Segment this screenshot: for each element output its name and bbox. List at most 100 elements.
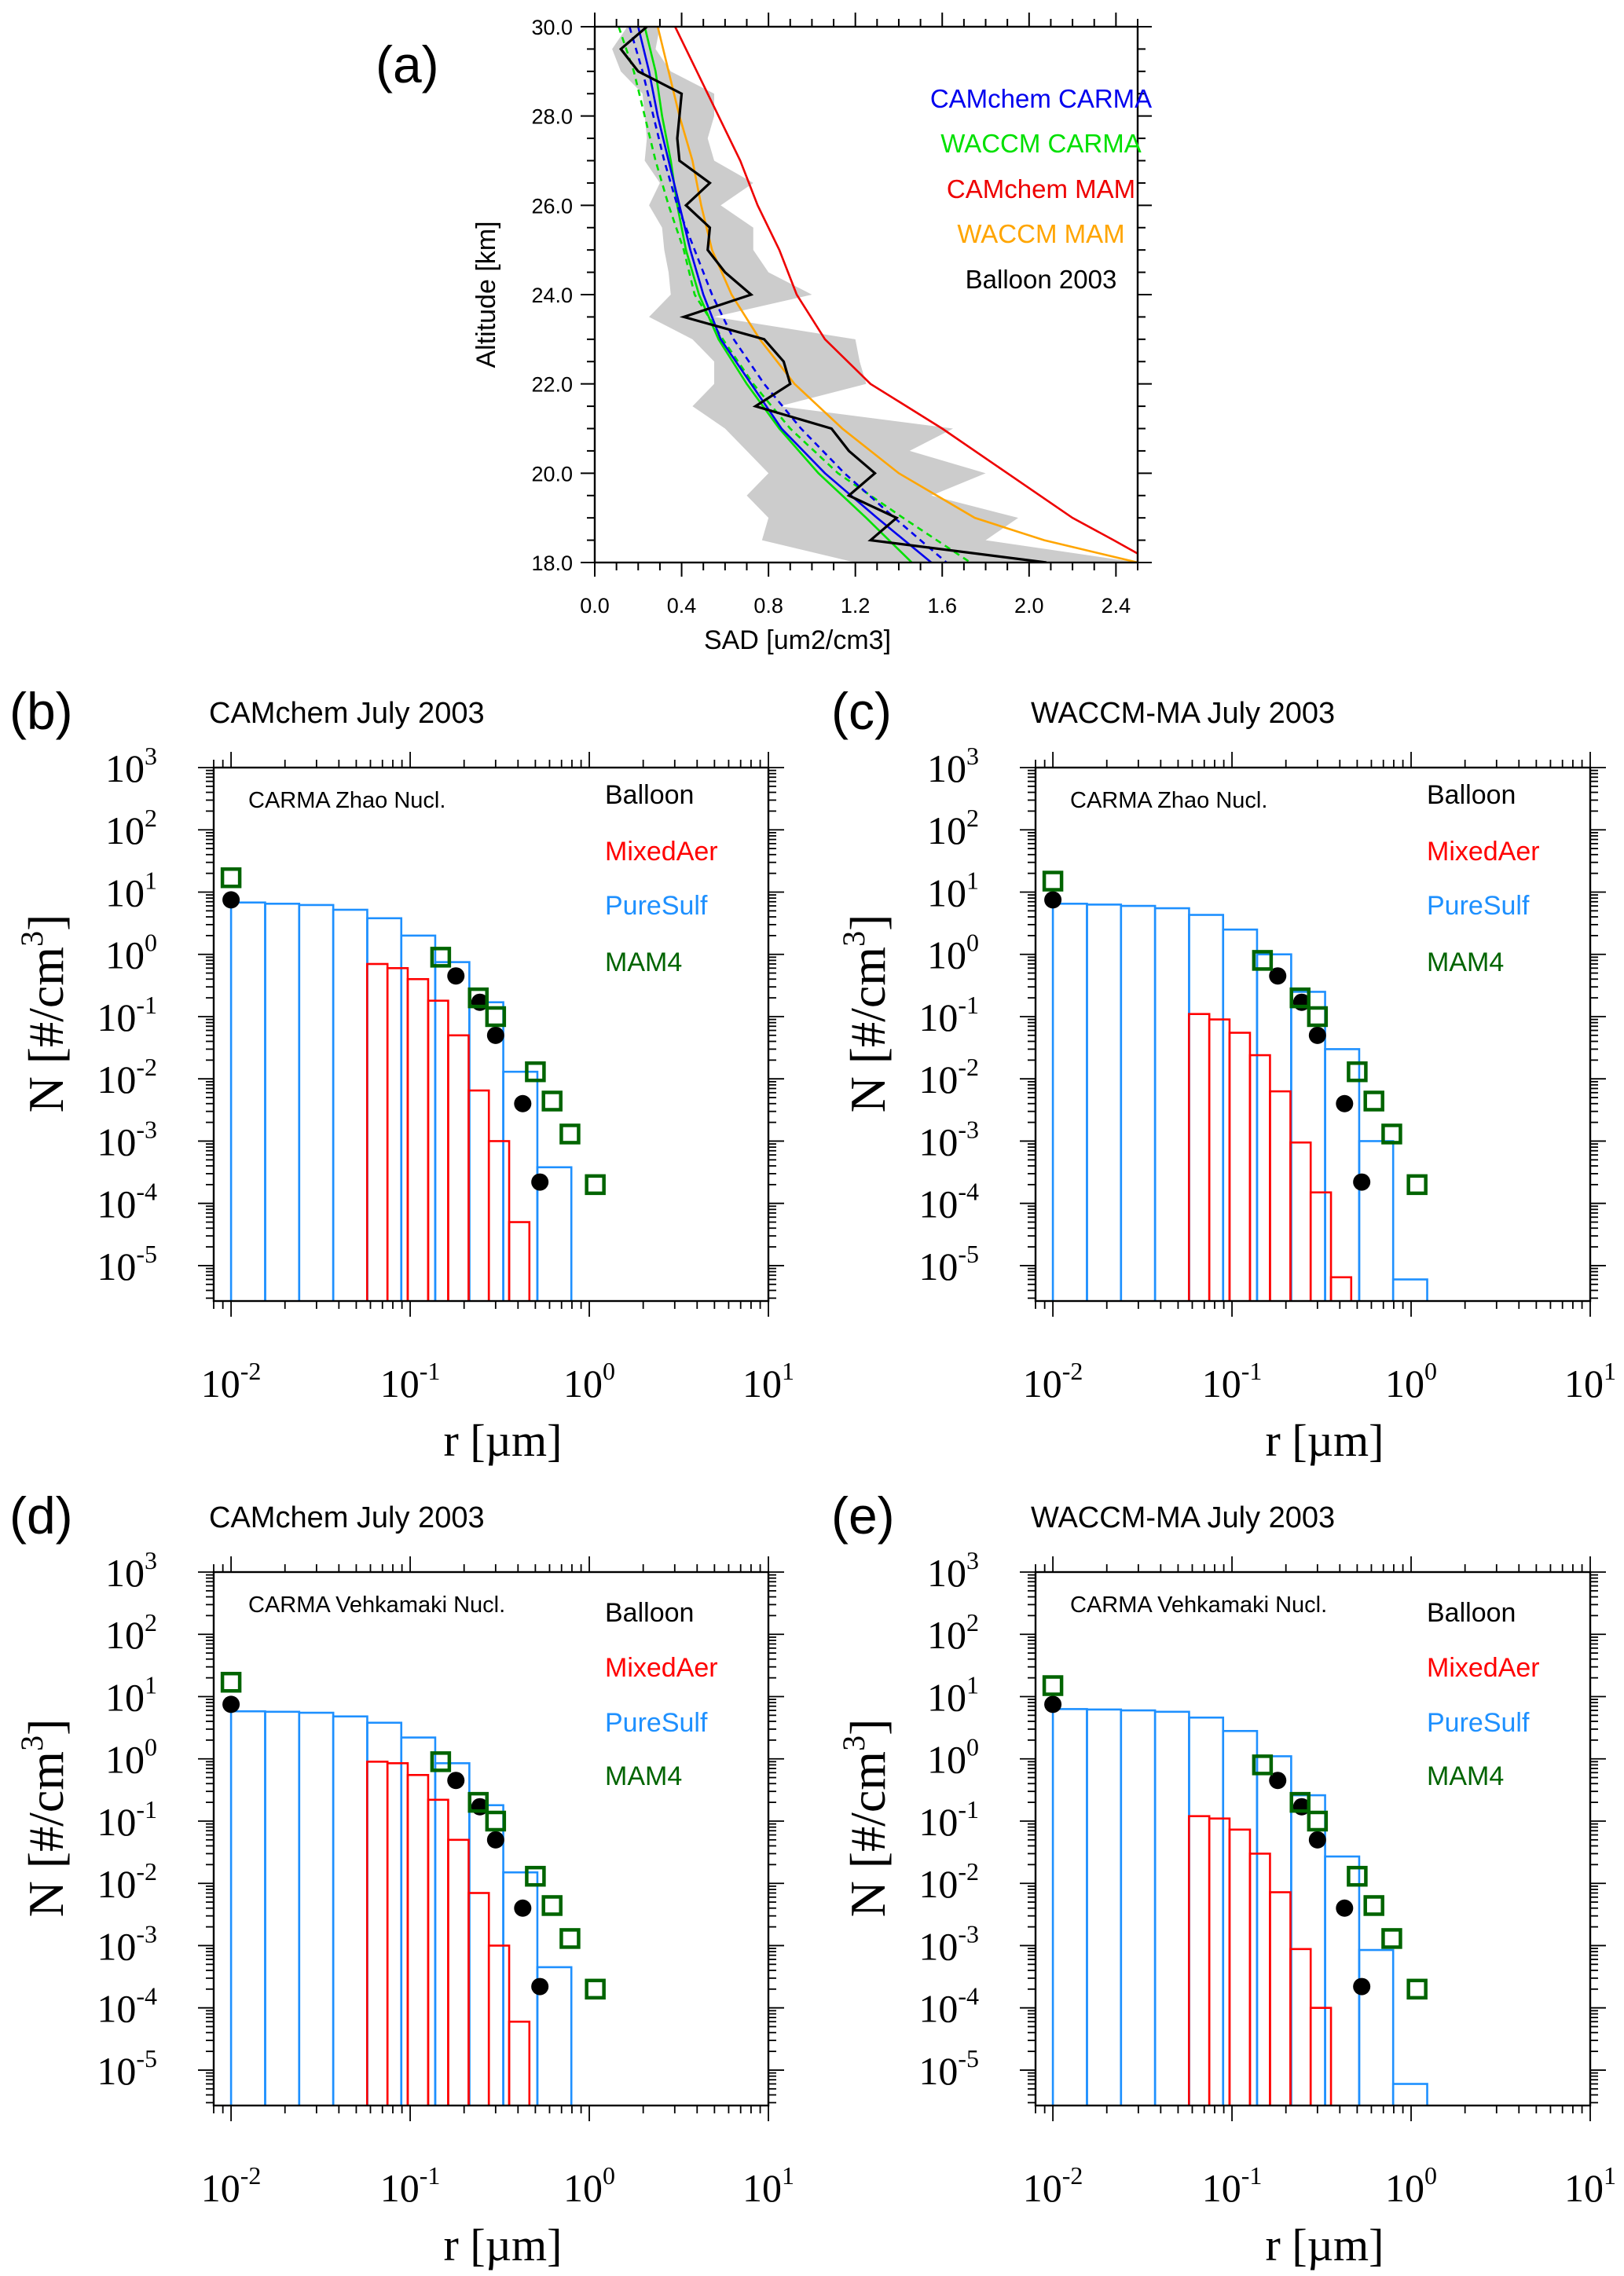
legend-entry: MAM4: [605, 1761, 682, 1791]
panel-label: (c): [831, 682, 892, 740]
mixedaer-bar: [487, 1140, 511, 1301]
y-tick-label: 10-1: [918, 991, 979, 1039]
mam4-point: [485, 1810, 507, 1832]
mixedaer-bar: [1289, 1141, 1312, 1301]
panel-title: CAMchem July 2003: [209, 1501, 485, 1534]
mam4-point: [525, 1061, 546, 1083]
panel-a-plot-area: 0.0 0.4 0.8 1.2 1.6 2.0 2.4 18.0 20.0 22.0 24.0 26.…: [531, 13, 1152, 618]
balloon-point: [222, 1695, 240, 1713]
balloon-point: [1336, 1899, 1354, 1917]
mixedaer-bar: [487, 1944, 511, 2106]
mam4-point: [1289, 1791, 1311, 1813]
mixedaer-bar: [1248, 1054, 1271, 1301]
x-tick-label: 2.0: [1014, 594, 1044, 618]
mixedaer-bar: [467, 1892, 490, 2106]
mixedaer-bar: [386, 967, 409, 1301]
mixedaer-bar: [1309, 2007, 1333, 2106]
balloon-point: [514, 1094, 532, 1112]
mixedaer-bar: [1248, 1853, 1271, 2106]
y-tick-label: 100: [927, 1733, 979, 1782]
panel-a-xlabel: SAD [um2/cm3]: [704, 625, 891, 655]
x-tick-label: 101: [742, 2161, 794, 2210]
balloon-point: [1308, 1026, 1326, 1044]
panel-title: CAMchem July 2003: [209, 697, 485, 730]
y-tick-label: 24.0: [531, 284, 573, 307]
y-tick-label: 10-1: [97, 991, 157, 1039]
mam4-point: [220, 867, 242, 889]
y-tick-label: 103: [927, 1546, 979, 1595]
panel-label: (b): [9, 682, 73, 740]
x-tick-label: 10-2: [1023, 1357, 1083, 1406]
y-tick-label: 102: [927, 804, 979, 852]
y-tick-label: 100: [105, 929, 157, 977]
series-line-camchem-carma-dashed-: [628, 27, 948, 563]
puresulf-bar: [1086, 1708, 1123, 2106]
y-tick-label: 10-2: [97, 1857, 157, 1906]
puresulf-bar: [264, 903, 301, 1301]
mixedaer-bar: [427, 999, 449, 1301]
mam4-point: [1347, 1061, 1368, 1083]
puresulf-bar: [468, 1804, 504, 2106]
mixedaer-bar: [1228, 1032, 1252, 1301]
y-tick-label: 10-2: [918, 1857, 979, 1906]
y-tick-label: 10-4: [97, 1982, 157, 2031]
mam4-point: [430, 1751, 452, 1772]
x-axis-label: r [µm]: [444, 1415, 563, 1466]
puresulf-bar: [400, 934, 437, 1301]
puresulf-bar: [332, 908, 368, 1301]
y-tick-label: 28.0: [531, 105, 573, 129]
puresulf-bar: [1120, 904, 1157, 1301]
plot-frame: [1034, 1570, 1592, 2107]
legend-entry: Balloon: [1427, 1598, 1516, 1628]
y-axis-label: N [#/cm3]: [836, 914, 896, 1113]
legend-entry: WACCM CARMA: [940, 129, 1141, 158]
y-tick-label: 100: [927, 929, 979, 977]
y-tick-label: 10-4: [97, 1178, 157, 1226]
y-tick-label: 103: [105, 742, 157, 790]
mixedaer-bar: [406, 977, 430, 1301]
mixedaer-bar: [427, 1798, 449, 2106]
mam4-point: [585, 1978, 606, 2000]
puresulf-bar: [434, 961, 471, 1301]
y-tick-label: 101: [105, 866, 157, 914]
mixedaer-bar: [508, 2020, 531, 2106]
balloon-point: [222, 891, 240, 909]
puresulf-bar: [298, 903, 335, 1301]
mam4-point: [485, 1006, 507, 1028]
mam4-point: [1406, 1174, 1428, 1196]
panel-b-size-distribution: (b) CAMchem July 2003 10-2 10-1 100 101 10-5 10…: [9, 682, 794, 1466]
y-tick-label: 10-5: [97, 1240, 157, 1288]
x-tick-label: 2.4: [1102, 594, 1131, 618]
legend-entry: PureSulf: [1427, 1708, 1530, 1738]
puresulf-bar: [1256, 953, 1292, 1301]
balloon-point: [486, 1831, 504, 1849]
panel-annotation: CARMA Zhao Nucl.: [1070, 788, 1267, 813]
balloon-point: [1044, 891, 1062, 909]
mixedaer-bar: [1187, 1815, 1211, 2106]
x-tick-label: 100: [563, 1357, 615, 1406]
x-tick-label: 10-1: [1202, 1357, 1263, 1406]
y-tick-label: 101: [927, 1670, 979, 1719]
x-tick-label: 1.6: [927, 594, 957, 618]
mam4-point: [430, 947, 452, 968]
puresulf-bar: [1358, 1948, 1395, 2106]
x-tick-label: 10-2: [201, 2161, 262, 2210]
plot-frame: [1034, 766, 1592, 1303]
panel-title: WACCM-MA July 2003: [1031, 697, 1335, 730]
mixedaer-bar: [1208, 1018, 1231, 1301]
y-tick-label: 10-4: [918, 1178, 979, 1226]
panel-label: (e): [831, 1486, 895, 1545]
mam4-point: [1363, 1895, 1384, 1916]
puresulf-bar: [366, 917, 403, 1301]
y-tick-label: 10-3: [97, 1919, 157, 1968]
mam4-point: [1252, 1754, 1274, 1776]
mixedaer-bar: [365, 1761, 389, 2106]
puresulf-bar: [229, 1710, 266, 2106]
legend-entry: MixedAer: [1427, 1653, 1540, 1683]
y-tick-label: 10-3: [97, 1115, 157, 1164]
puresulf-bar: [434, 1762, 471, 2106]
y-tick-label: 102: [105, 1608, 157, 1657]
y-tick-label: 102: [927, 1608, 979, 1657]
x-tick-label: 101: [1564, 1357, 1616, 1406]
